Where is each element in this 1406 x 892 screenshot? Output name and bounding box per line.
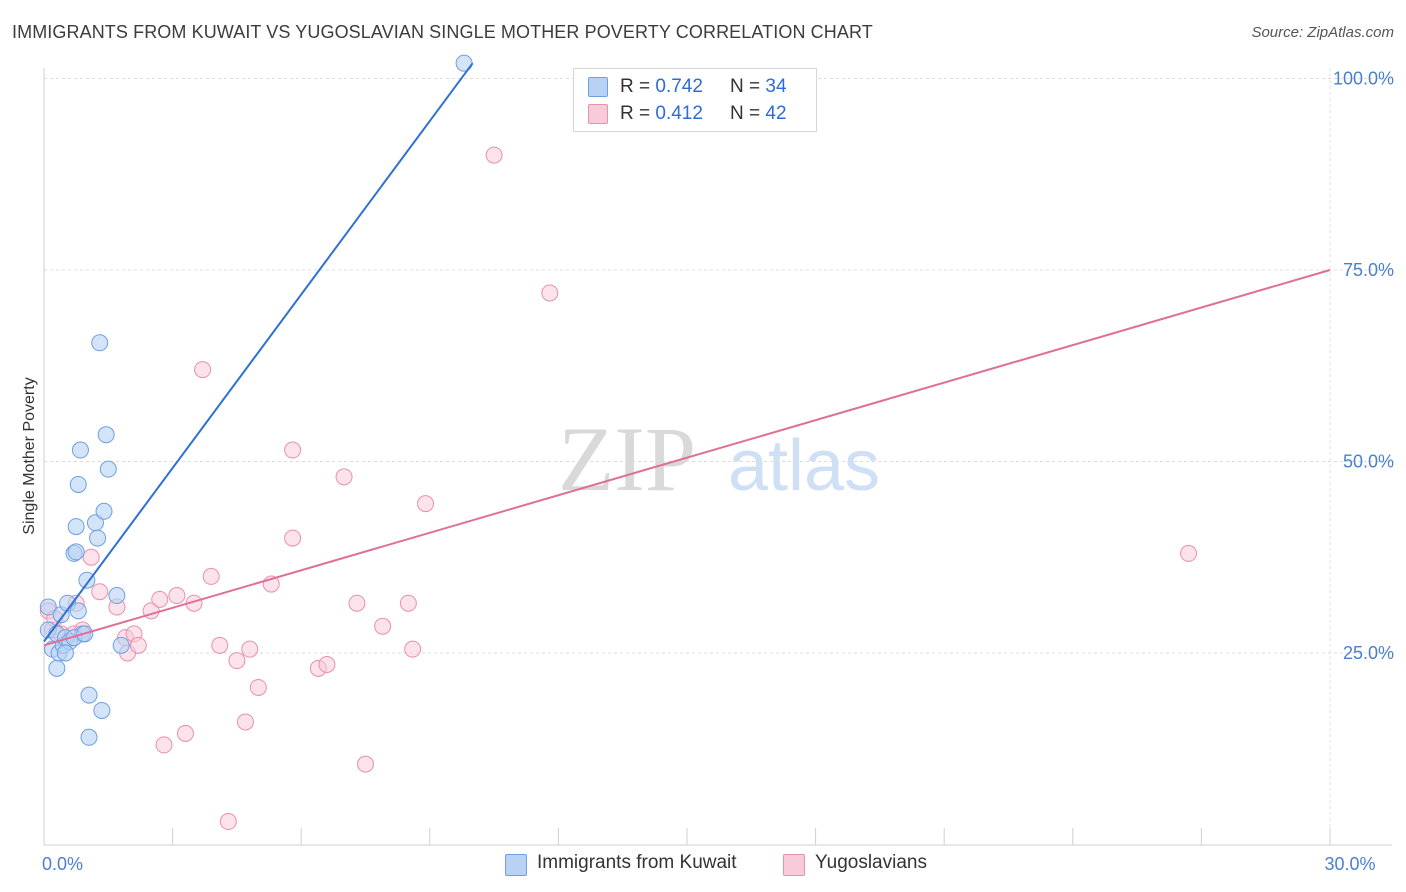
point-yugoslavians [202,567,220,585]
point-yugoslavians [82,548,100,566]
kuwait-swatch [588,77,608,97]
point-kuwait [95,502,113,520]
point-kuwait [78,571,96,589]
point-kuwait [67,543,85,561]
point-yugoslavians [348,594,366,612]
point-kuwait [56,644,74,662]
point-yugoslavians [284,529,302,547]
point-yugoslavians [155,736,173,754]
y-tick-label: 100.0% [1333,69,1394,89]
point-yugoslavians [219,813,237,831]
point-kuwait [99,460,117,478]
point-kuwait [112,636,130,654]
point-yugoslavians [404,640,422,658]
axes [43,68,1392,846]
point-kuwait [93,701,111,719]
point-kuwait [80,686,98,704]
point-kuwait [39,598,57,616]
yugoslavians-swatch [588,104,608,124]
point-kuwait [67,518,85,536]
point-yugoslavians [1180,544,1198,562]
point-yugoslavians [318,655,336,673]
n-label: N = [730,76,766,97]
series-kuwait-points [39,54,473,746]
point-yugoslavians [374,617,392,635]
point-kuwait [91,334,109,352]
r-value: 0.742 [655,76,703,97]
n-value: 34 [765,76,787,97]
x-tick-label: 30.0% [1324,854,1375,874]
point-kuwait [108,587,126,605]
trendline-yugoslavians [43,269,1331,647]
point-kuwait [48,659,66,677]
legend-swatch-yugoslavians [783,854,805,876]
point-yugoslavians [399,594,417,612]
watermark-atlas: atlas [728,426,880,506]
legend-label-kuwait: Immigrants from Kuwait [537,852,737,873]
point-yugoslavians [541,284,559,302]
tick-labels: 25.0% 50.0% 75.0% 100.0% 0.0% 30.0% [42,69,1394,875]
point-yugoslavians [194,361,212,379]
trendline-kuwait [43,62,474,643]
point-kuwait [69,602,87,620]
trendlines [43,62,1331,647]
legend-swatch-kuwait [505,854,527,876]
point-kuwait [80,728,98,746]
point-yugoslavians [91,583,109,601]
stats-box: R = 0.742 N = 34 R = 0.412 N = 42 [573,68,817,132]
point-yugoslavians [335,468,353,486]
point-kuwait [69,475,87,493]
point-yugoslavians [249,678,267,696]
point-kuwait [89,529,107,547]
n-value: 42 [765,103,787,124]
watermark-zip: ZIP [558,408,696,510]
chart-title: IMMIGRANTS FROM KUWAIT VS YUGOSLAVIAN SI… [12,22,873,42]
source-label: Source: ZipAtlas.com [1251,24,1394,41]
point-yugoslavians [357,755,374,773]
point-yugoslavians [417,495,435,513]
point-yugoslavians [236,713,254,731]
point-yugoslavians [241,640,259,658]
r-label: R = [620,103,656,124]
r-label: R = [620,76,656,97]
legend-label-yugoslavians: Yugoslavians [815,852,927,873]
gridlines [44,68,1392,845]
y-tick-label: 75.0% [1343,260,1394,280]
y-tick-label: 25.0% [1343,643,1394,663]
point-yugoslavians [151,590,169,608]
point-yugoslavians [228,652,246,670]
point-yugoslavians [284,441,302,459]
n-label: N = [730,103,766,124]
point-yugoslavians [168,587,186,605]
y-tick-label: 50.0% [1343,452,1394,472]
point-kuwait [71,441,89,459]
point-yugoslavians [176,724,194,742]
point-kuwait [97,426,115,444]
point-yugoslavians [211,636,229,654]
point-yugoslavians [129,636,147,654]
x-tick-label: 0.0% [42,854,83,874]
point-yugoslavians [485,146,503,164]
r-value: 0.412 [655,103,703,124]
